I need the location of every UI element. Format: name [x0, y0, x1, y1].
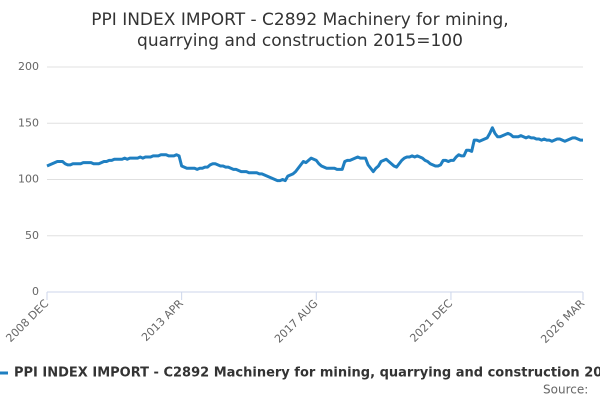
chart-title: quarrying and construction 2015=100: [137, 31, 463, 51]
chart-title: PPI INDEX IMPORT - C2892 Machinery for m…: [91, 10, 508, 30]
legend-label: PPI INDEX IMPORT - C2892 Machinery for m…: [14, 366, 600, 381]
source: Source:: [543, 383, 588, 397]
plot-area: 0 50 100 150 200 2008 DEC 2013 APR 2017 AUG 2021…: [3, 60, 587, 346]
x-tick-label: 2021 DEC: [407, 297, 455, 345]
y-tick-label: 0: [32, 285, 39, 298]
y-tick-label: 100: [18, 173, 39, 186]
series-line: [46, 126, 583, 183]
x-tick-label: 2017 AUG: [272, 297, 321, 346]
y-tick-label: 150: [18, 116, 39, 129]
x-tick-label: 2013 APR: [139, 297, 186, 344]
x-tick-label: 2026 MAR: [538, 297, 587, 346]
x-tick-label: 2008 DEC: [3, 297, 51, 345]
y-tick-label: 200: [18, 60, 39, 73]
y-tick-label: 50: [25, 229, 39, 242]
